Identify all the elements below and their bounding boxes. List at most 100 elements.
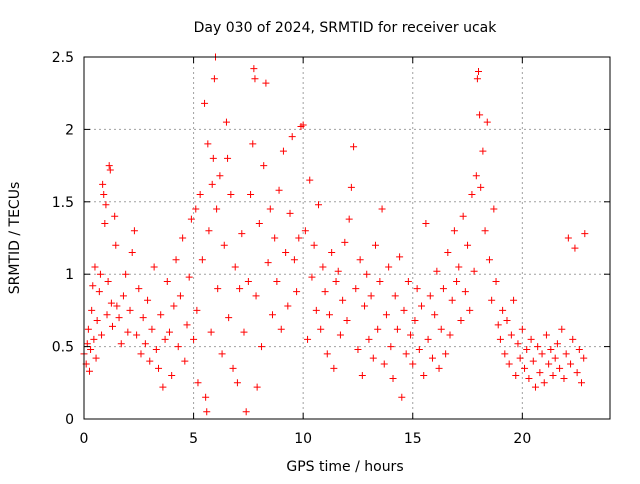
data-point	[507, 331, 515, 339]
data-point	[374, 325, 382, 333]
data-point	[380, 360, 388, 368]
data-point	[580, 354, 588, 362]
data-point	[198, 256, 206, 264]
data-point	[299, 121, 307, 129]
data-point	[209, 154, 217, 162]
data-point	[365, 335, 373, 343]
data-point	[185, 273, 193, 281]
data-point	[115, 314, 123, 322]
data-point	[490, 205, 498, 213]
data-point	[321, 288, 329, 296]
data-point	[538, 350, 546, 358]
data-point	[150, 263, 158, 271]
data-point	[205, 227, 213, 235]
x-tick-labels: 0 5 10 15 20	[80, 431, 532, 447]
data-point	[124, 328, 132, 336]
data-point	[91, 263, 99, 271]
data-point	[275, 186, 283, 194]
data-point	[293, 288, 301, 296]
data-point	[354, 345, 362, 353]
data-point	[521, 364, 529, 372]
data-point	[264, 259, 272, 267]
data-point	[567, 360, 575, 368]
data-point	[464, 241, 472, 249]
y-tick-label: 0	[65, 412, 74, 428]
data-point	[512, 372, 520, 380]
data-point	[96, 270, 104, 278]
data-point	[104, 277, 112, 285]
data-point	[564, 234, 572, 242]
data-point	[165, 328, 173, 336]
data-point	[485, 256, 493, 264]
y-tick-labels: 0 0.5 1 1.5 2 2.5	[52, 50, 74, 428]
data-point	[101, 220, 109, 228]
data-point	[345, 215, 353, 223]
data-point	[187, 215, 195, 223]
data-point	[391, 292, 399, 300]
data-point	[105, 162, 113, 170]
x-tick-label: 15	[404, 431, 422, 447]
data-point	[144, 296, 152, 304]
data-point	[295, 234, 303, 242]
data-point	[481, 227, 489, 235]
data-point	[183, 321, 191, 329]
y-tick-label: 2.5	[52, 50, 74, 66]
data-point	[534, 343, 542, 351]
data-point	[315, 201, 323, 209]
data-point	[501, 350, 509, 358]
data-point	[95, 288, 103, 296]
chart-title: Day 030 of 2024, SRMTID for receiver uca…	[194, 20, 498, 36]
data-point	[220, 241, 228, 249]
data-point	[415, 345, 423, 353]
data-point	[556, 364, 564, 372]
x-axis-label: GPS time / hours	[286, 459, 403, 475]
data-point	[479, 147, 487, 155]
data-point	[413, 285, 421, 293]
data-point	[98, 331, 106, 339]
data-point	[159, 383, 167, 391]
data-point	[409, 360, 417, 368]
data-point	[496, 335, 504, 343]
data-point	[363, 270, 371, 278]
data-point	[551, 354, 559, 362]
data-point	[161, 335, 169, 343]
data-point	[558, 325, 566, 333]
data-point	[400, 306, 408, 314]
data-point	[122, 270, 130, 278]
data-point	[470, 267, 478, 275]
data-point	[547, 345, 555, 353]
data-point	[306, 176, 314, 184]
data-point	[475, 67, 482, 75]
data-point	[108, 322, 116, 330]
data-point	[455, 263, 463, 271]
data-point	[389, 374, 397, 382]
data-point	[207, 328, 215, 336]
data-point	[581, 230, 589, 238]
data-point	[128, 248, 136, 256]
data-point	[575, 345, 583, 353]
data-point	[325, 311, 333, 319]
data-point	[176, 292, 184, 300]
data-point	[202, 393, 210, 401]
data-point	[545, 360, 553, 368]
data-point	[214, 285, 222, 293]
data-point	[525, 374, 533, 382]
data-point	[371, 241, 379, 249]
data-point	[139, 314, 147, 322]
data-point	[233, 379, 241, 387]
data-point	[347, 183, 355, 191]
data-point	[288, 133, 296, 141]
data-point	[266, 205, 274, 213]
data-point	[319, 263, 327, 271]
data-point	[510, 296, 518, 304]
data-point	[402, 350, 410, 358]
x-tick-label: 10	[294, 431, 312, 447]
data-point	[569, 335, 577, 343]
data-point	[301, 227, 309, 235]
data-point	[102, 201, 110, 209]
data-point	[499, 306, 507, 314]
data-point	[571, 244, 579, 252]
data-point	[194, 379, 202, 387]
data-point	[83, 340, 91, 348]
data-point	[224, 154, 232, 162]
